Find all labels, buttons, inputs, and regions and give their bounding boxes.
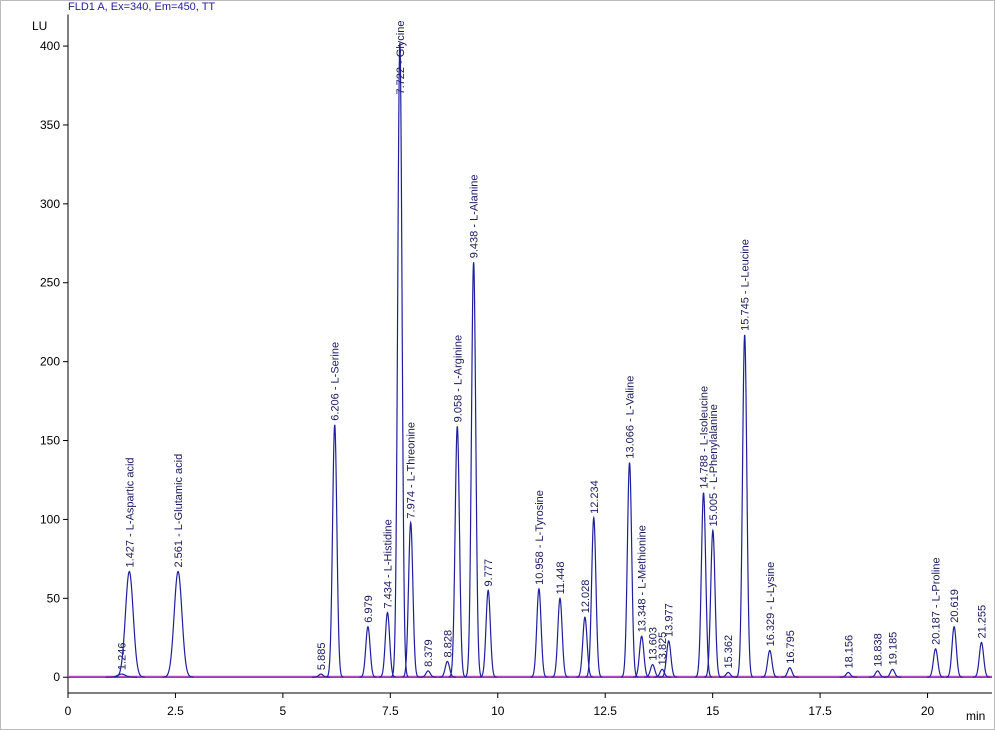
peak — [926, 648, 945, 678]
peak-label: 13.977 — [664, 603, 676, 637]
x-tick-label: 12.5 — [594, 704, 618, 718]
y-axis-label: LU — [32, 19, 47, 33]
peak-label: 20.619 — [949, 589, 961, 623]
peak-label: 2.561 - L-Glutamic acid — [173, 454, 185, 568]
peak-label: 7.974 - L-Threonine — [406, 422, 418, 519]
peak — [448, 426, 466, 678]
x-tick-label: 15 — [706, 704, 720, 718]
x-tick-label: 17.5 — [808, 704, 832, 718]
peak-label: 1.427 - L-Aspartic acid — [124, 457, 136, 567]
peak-label: 12.234 — [589, 480, 601, 514]
x-tick-label: 10 — [491, 704, 505, 718]
peak-label: 16.795 — [785, 630, 797, 664]
peak-label: 15.745 - L-Leucine — [740, 239, 752, 331]
peak — [883, 668, 902, 678]
peak-label: 7.434 - L-Histidine — [382, 519, 394, 608]
x-tick-label: 2.5 — [167, 704, 184, 718]
peak — [620, 462, 639, 678]
peak — [660, 640, 678, 678]
peak — [839, 671, 857, 678]
peak — [464, 262, 483, 678]
peak — [551, 597, 569, 678]
peak-label: 8.379 — [423, 639, 435, 667]
peak-label: 18.838 — [873, 633, 885, 667]
peak-label: 20.187 - L-Proline — [931, 557, 943, 644]
y-tick-label: 350 — [40, 118, 60, 132]
peak-label: 14.788 - L-Isoleucine — [699, 386, 711, 489]
y-tick-label: 200 — [40, 355, 60, 369]
y-tick-label: 100 — [40, 512, 60, 526]
peak — [419, 670, 437, 678]
peak-label: 6.206 - L-Serine — [330, 342, 342, 421]
peak-label: 9.058 - L-Arginine — [452, 335, 464, 422]
y-tick-label: 0 — [53, 670, 60, 684]
peak — [402, 520, 420, 678]
chart-title: FLD1 A, Ex=340, Em=450, TT — [68, 1, 215, 13]
peak — [438, 660, 457, 678]
peak — [781, 667, 799, 678]
peak — [585, 515, 603, 678]
peak — [643, 663, 662, 678]
peak — [869, 670, 887, 678]
peak-label: 13.066 - L-Valine — [625, 376, 637, 459]
x-tick-label: 5 — [280, 704, 287, 718]
peak — [106, 673, 138, 678]
peak — [162, 570, 194, 678]
peak — [694, 492, 713, 678]
peak-label: 11.448 — [555, 561, 567, 594]
y-tick-label: 400 — [40, 39, 60, 53]
y-tick-label: 50 — [47, 591, 61, 605]
peak — [326, 424, 344, 678]
x-tick-label: 20 — [921, 704, 935, 718]
x-tick-label: 0 — [65, 704, 72, 718]
y-tick-label: 150 — [40, 434, 60, 448]
y-tick-label: 250 — [40, 276, 60, 290]
x-axis-label: min — [966, 709, 985, 723]
peak-label: 12.028 — [580, 580, 592, 614]
peak-label: 9.438 - L-Alanine — [469, 174, 481, 258]
peak — [530, 587, 548, 678]
peak — [359, 625, 377, 678]
peak-label: 7.722 - Glycine — [395, 21, 407, 95]
peak — [719, 671, 737, 678]
peak — [761, 649, 779, 678]
peak-label: 5.885 — [316, 643, 328, 671]
peak — [704, 528, 722, 678]
peak-label: 18.156 — [843, 635, 855, 669]
peak-label: 15.005 - L-Phenylalanine — [708, 404, 720, 526]
peak-label: 19.185 — [888, 632, 900, 666]
peak-label: 10.958 - L-Tyrosine — [534, 490, 546, 585]
peak — [735, 334, 754, 678]
peak-label: 15.362 — [723, 635, 735, 669]
peak-label: 8.828 — [442, 630, 454, 658]
peak — [576, 616, 594, 678]
peak — [945, 625, 963, 678]
peak-label: 13.348 - L-Methionine — [637, 525, 649, 632]
peak — [391, 42, 409, 678]
peak-label: 6.979 — [363, 595, 375, 623]
peak-label: 13.603 — [648, 627, 660, 661]
peak — [113, 570, 145, 678]
peak-label: 9.777 — [483, 559, 495, 587]
peak-label: 16.329 - L-Lysine — [765, 562, 777, 647]
peak — [479, 589, 497, 678]
peak-label: 21.255 — [976, 605, 988, 639]
peak — [378, 611, 397, 678]
peak — [972, 641, 991, 678]
y-tick-label: 300 — [40, 197, 60, 211]
peak — [653, 668, 671, 678]
x-tick-label: 7.5 — [382, 704, 399, 718]
